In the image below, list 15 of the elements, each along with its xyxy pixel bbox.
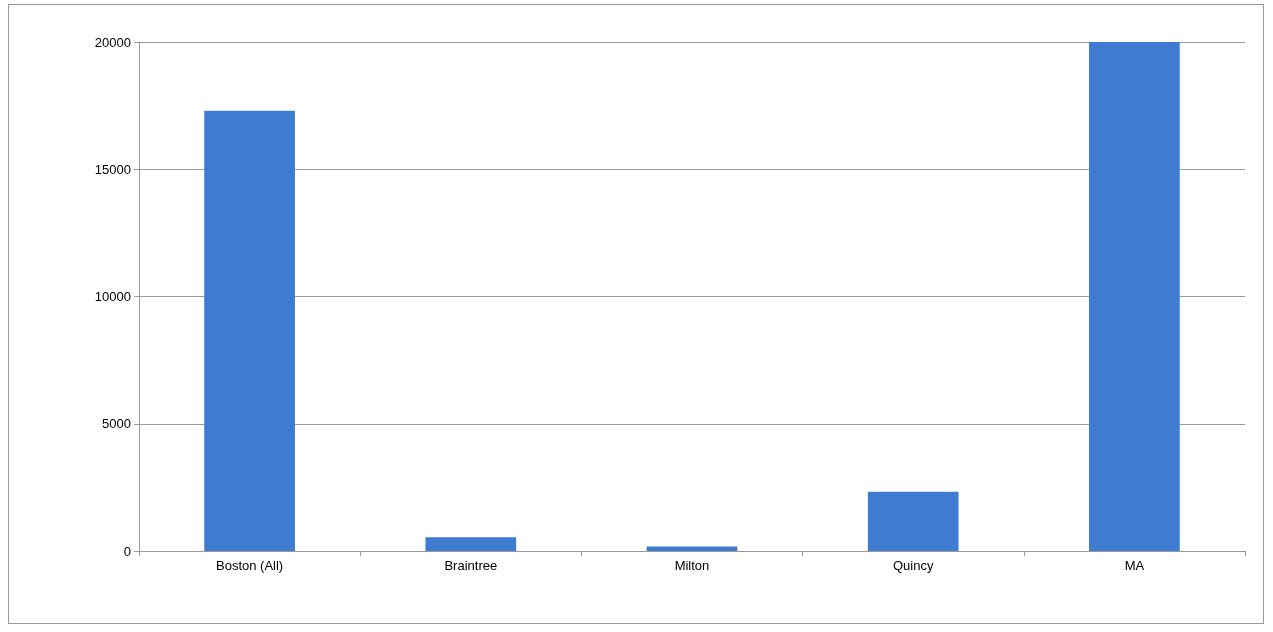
y-tick-label: 20000 (94, 34, 131, 50)
y-tick-label: 15000 (94, 161, 131, 177)
x-tick-label: Boston (All) (216, 558, 284, 573)
y-tick-label: 5000 (102, 416, 131, 432)
bar (646, 546, 738, 551)
y-tick-label: 0 (123, 543, 131, 559)
bar (1089, 42, 1180, 551)
x-tick-label: MA (1124, 558, 1145, 573)
x-tick-label: Milton (674, 558, 710, 573)
y-tick-label: 10000 (94, 289, 131, 304)
bar (867, 491, 959, 551)
bar (425, 537, 517, 551)
x-tick-label: Braintree (444, 558, 498, 573)
x-tick-label: Quincy (892, 558, 934, 573)
bar (204, 110, 295, 551)
